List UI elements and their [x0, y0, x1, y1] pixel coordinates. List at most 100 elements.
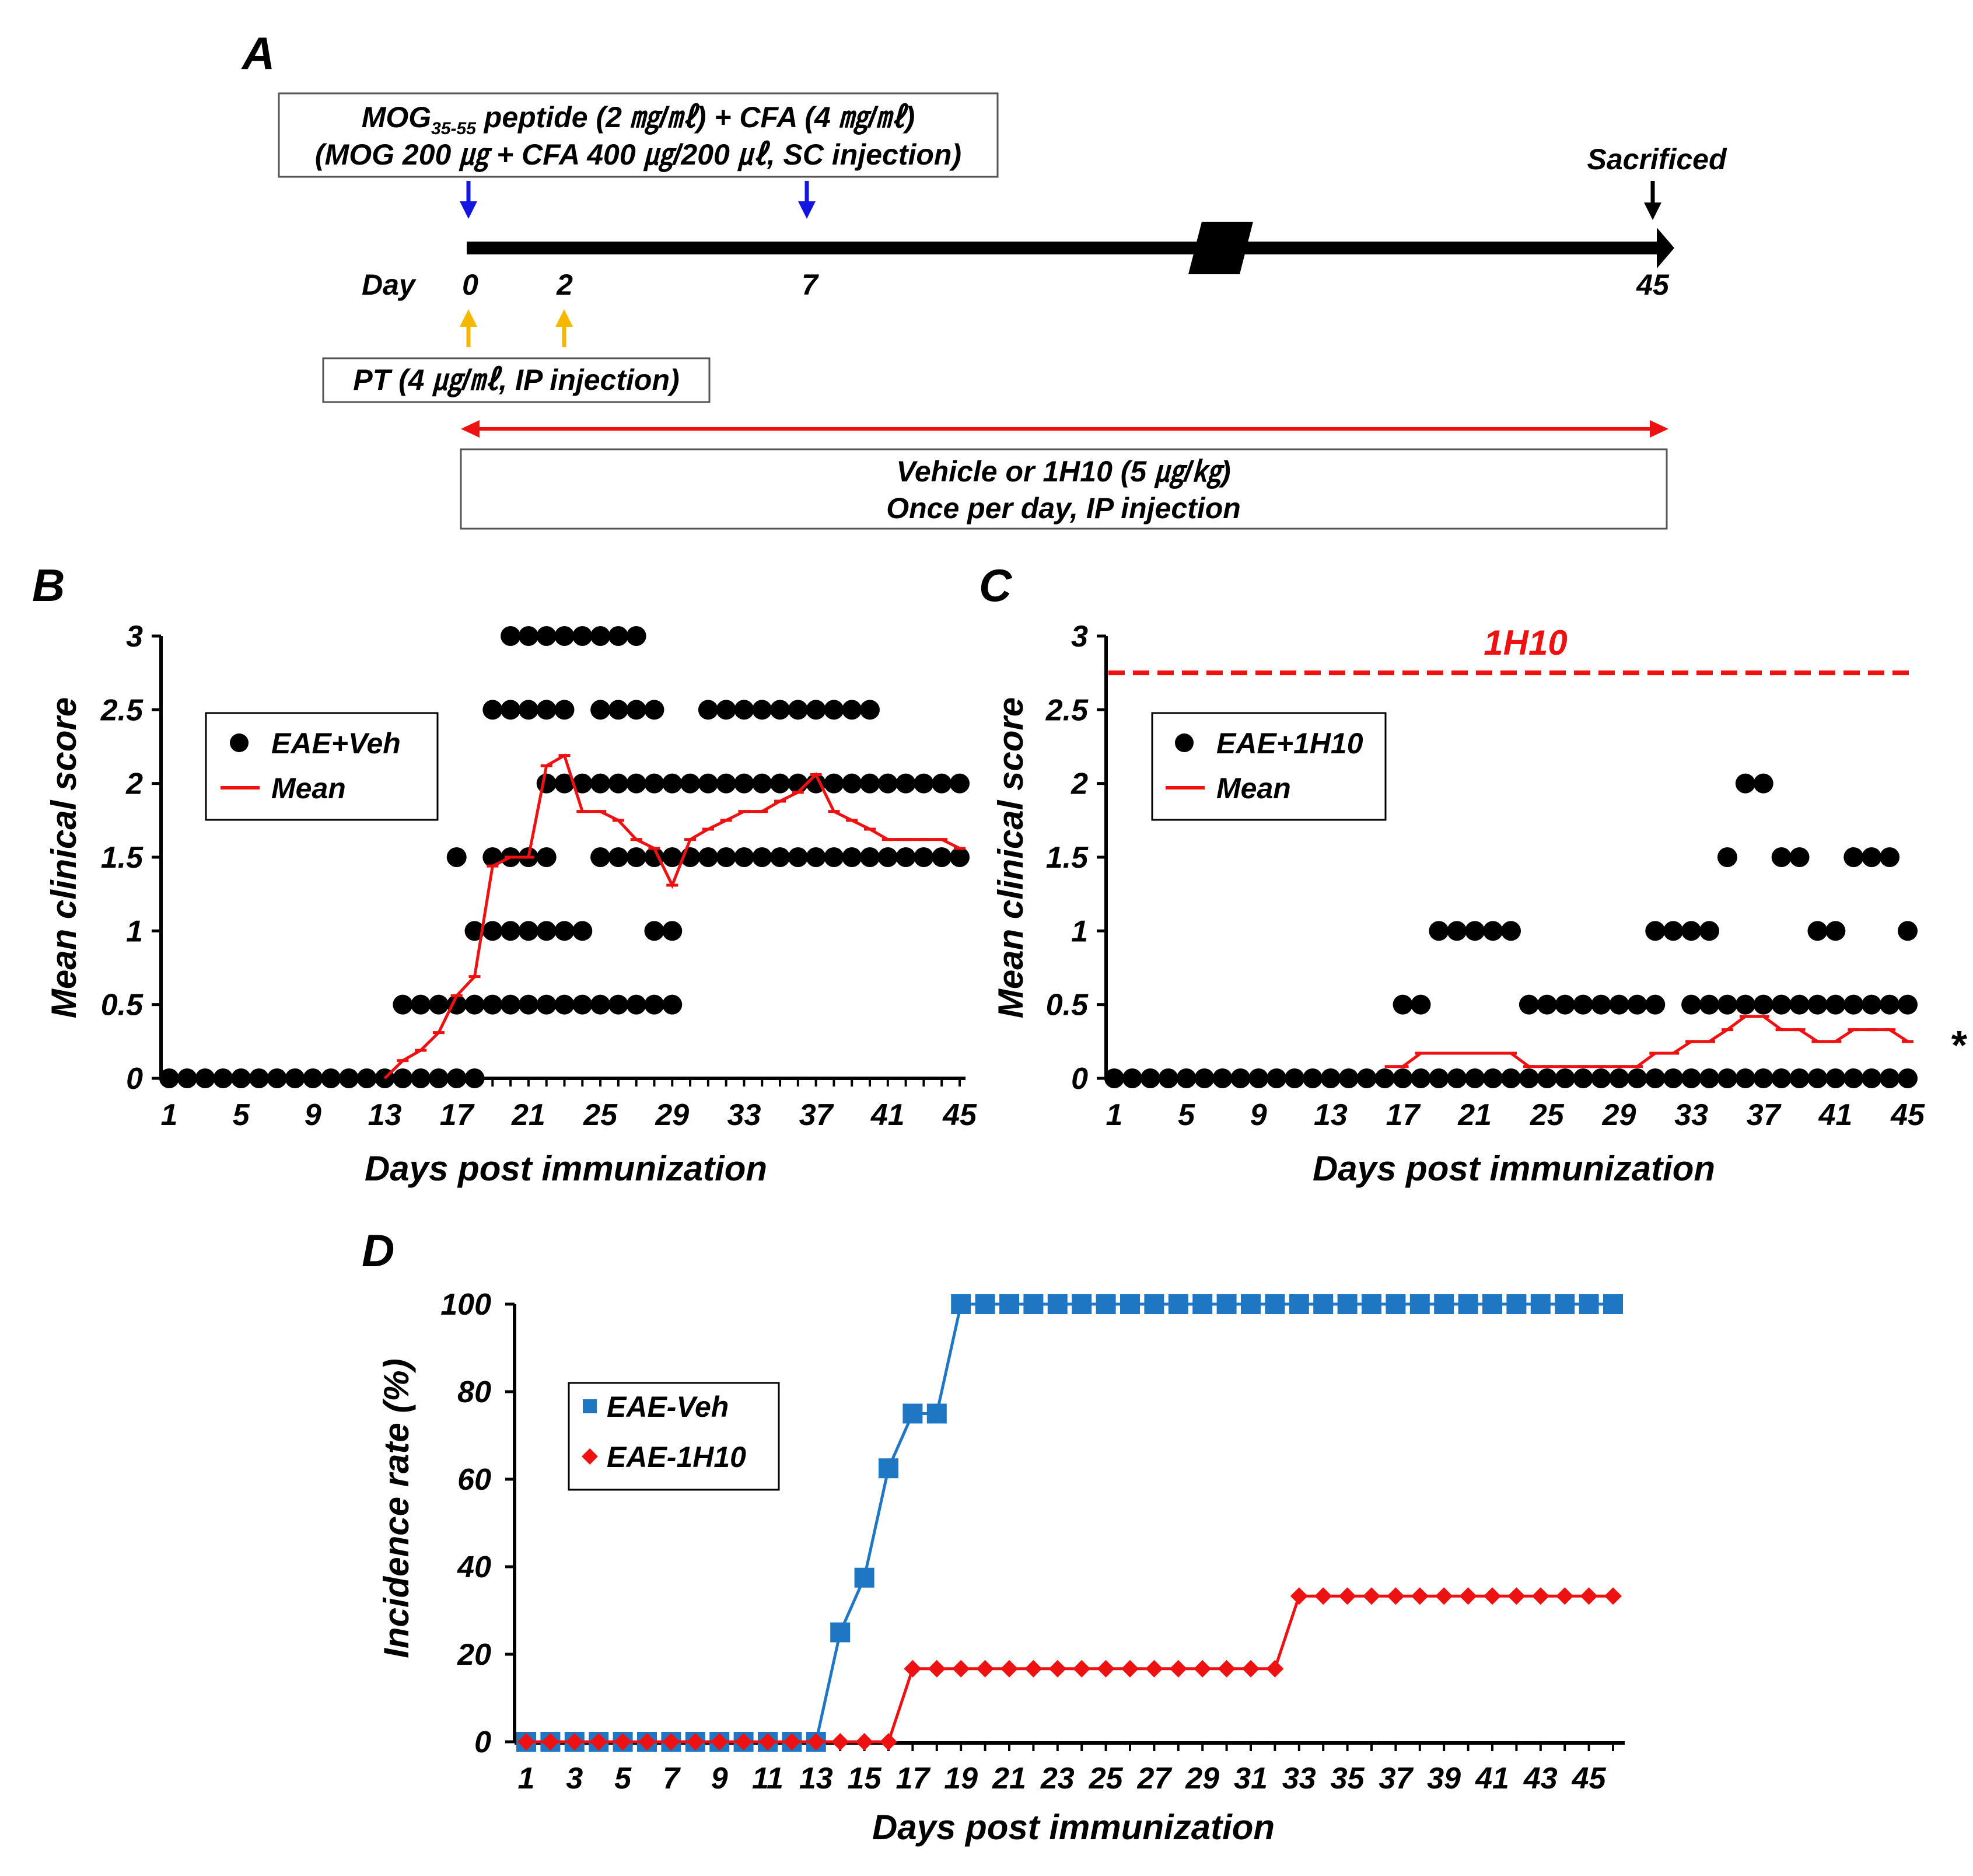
panel-d-veh-marker: [1241, 1294, 1261, 1314]
panel-d-1h10-marker: [976, 1660, 994, 1678]
panel-c-x-tick-label: 41: [1818, 1098, 1852, 1132]
panel-b-letter: B: [32, 560, 65, 611]
panel-b-dot: [590, 847, 611, 867]
panel-c-dot: [1591, 1068, 1611, 1088]
panel-c-dot: [1429, 921, 1449, 941]
panel-b-dot: [626, 626, 646, 646]
panel-b-dot: [213, 1068, 233, 1088]
panel-b-dot: [626, 773, 646, 794]
treatment-line2: Once per day, IP injection: [886, 492, 1241, 525]
panel-c-y-tick-label: 0.5: [1046, 988, 1089, 1022]
panel-c-dot: [1104, 1068, 1124, 1088]
panel-c-dot: [1753, 773, 1773, 794]
panel-b-dot: [608, 626, 628, 646]
panel-c-dot: [1627, 994, 1647, 1015]
panel-d-1h10-marker: [1266, 1660, 1284, 1678]
panel-c-legend-mean: Mean: [1216, 772, 1291, 805]
panel-c-dot: [1843, 847, 1864, 867]
panel-c-dot: [1699, 994, 1719, 1015]
panel-b-dot: [950, 847, 970, 867]
mog-box: [278, 92, 999, 178]
panel-b-dot: [644, 921, 664, 941]
panel-b-dot: [824, 773, 844, 794]
panel-c-dot: [1573, 994, 1593, 1015]
panel-b-dot: [518, 994, 538, 1015]
panel-c-y-tick-label: 0: [1071, 1062, 1088, 1096]
panel-b-dot: [482, 700, 503, 720]
panel-c-dot: [1411, 994, 1431, 1015]
panel-b-x-tick-label: 1: [161, 1098, 178, 1132]
panel-d-1h10-marker: [1580, 1587, 1598, 1605]
panel-b-dot: [518, 700, 538, 720]
panel-d-1h10-marker: [1073, 1660, 1091, 1678]
panel-d-1h10-marker: [1531, 1587, 1549, 1605]
panel-d-veh-marker: [1265, 1294, 1285, 1314]
panel-c-dot: [1555, 1068, 1575, 1088]
day-0-label: 0: [462, 268, 478, 301]
panel-b-dot: [554, 700, 575, 720]
panel-c-treatment-label: 1H10: [1484, 623, 1567, 662]
panel-c-dot: [1465, 921, 1485, 941]
panel-b-dot: [231, 1068, 251, 1088]
panel-b-dot: [554, 921, 575, 941]
panel-c-dot: [1356, 1068, 1377, 1088]
panel-c-x-tick-label: 25: [1530, 1098, 1565, 1132]
panel-d-legend-veh-symbol: [583, 1399, 597, 1413]
panel-c-dot: [1880, 847, 1900, 867]
day-7-label: 7: [802, 268, 819, 301]
panel-b-dot: [770, 847, 790, 867]
panel-c-tick-labels: 0 0.5 1 1.5 2 2.5 3 1 5 9 13 17 21 25 29 33 37 41 45: [1045, 620, 1925, 1132]
panel-b-dot: [572, 626, 593, 646]
panel-d-1h10-marker: [759, 1733, 776, 1751]
panel-b-dot: [662, 994, 683, 1015]
panel-b-dot: [356, 1068, 377, 1088]
pt-injection-arrow-day2: [555, 309, 573, 347]
panel-c-dot: [1663, 921, 1684, 941]
panel-c-dot: [1555, 994, 1575, 1015]
panel-d-1h10-marker: [807, 1733, 825, 1751]
panel-b-dot: [806, 847, 826, 867]
panel-d-veh-marker: [951, 1294, 971, 1314]
panel-d-1h10-marker: [904, 1660, 922, 1678]
panel-c-dot: [1645, 921, 1666, 941]
panel-b-dot: [788, 700, 808, 720]
panel-d-1h10-marker: [1363, 1587, 1380, 1605]
panel-b-legend-dots: EAE+Veh: [271, 727, 401, 760]
panel-c-dot: [1735, 994, 1755, 1015]
panel-c-x-axis-title: Days post immunization: [1313, 1149, 1715, 1188]
panel-d-veh-marker: [1337, 1294, 1358, 1314]
panel-c-dot: [1771, 847, 1792, 867]
panel-d-y-tick-label: 0: [474, 1725, 491, 1759]
panel-c-dot: [1501, 1068, 1521, 1088]
panel-c-dot: [1717, 847, 1737, 867]
panel-b-dot: [267, 1068, 287, 1088]
pt-injection-arrow-day0: [460, 309, 477, 347]
panel-c-dot: [1176, 1068, 1197, 1088]
panel-b-dot: [644, 700, 664, 720]
panel-b-dot: [572, 994, 593, 1015]
panel-b-dot: [338, 1068, 359, 1088]
panel-b-dot: [428, 994, 449, 1015]
panel-d-veh-marker: [830, 1622, 851, 1643]
panel-b-dot: [608, 773, 628, 794]
panel-d-1h10-marker: [1484, 1587, 1501, 1605]
panel-d-veh-marker: [1458, 1294, 1478, 1314]
panel-c-y-axis-title: Mean clinical score: [991, 697, 1030, 1018]
panel-d-x-tick-label: 17: [895, 1762, 930, 1795]
panel-c-legend-dot-symbol: [1175, 733, 1194, 752]
panel-b-dot: [536, 773, 557, 794]
panel-b-dot: [644, 847, 664, 867]
panel-d-x-tick-label: 23: [1040, 1762, 1075, 1795]
panel-b-mean-line: [383, 753, 965, 1080]
panel-d-x-tick-label: 43: [1523, 1762, 1558, 1795]
panel-d-veh-marker: [1530, 1294, 1551, 1314]
panel-b-x-tick-label: 45: [942, 1098, 977, 1132]
panel-b-y-tick-label: 0: [126, 1062, 143, 1096]
timeline-break: [1188, 222, 1253, 274]
panel-d-1h10-marker: [1604, 1587, 1622, 1605]
panel-c-dot: [1122, 1068, 1142, 1088]
panel-d-1h10-marker: [638, 1733, 656, 1751]
panel-d-1h10-marker: [590, 1733, 608, 1751]
panel-b-dot: [734, 847, 754, 867]
panel-b-dot: [518, 626, 538, 646]
